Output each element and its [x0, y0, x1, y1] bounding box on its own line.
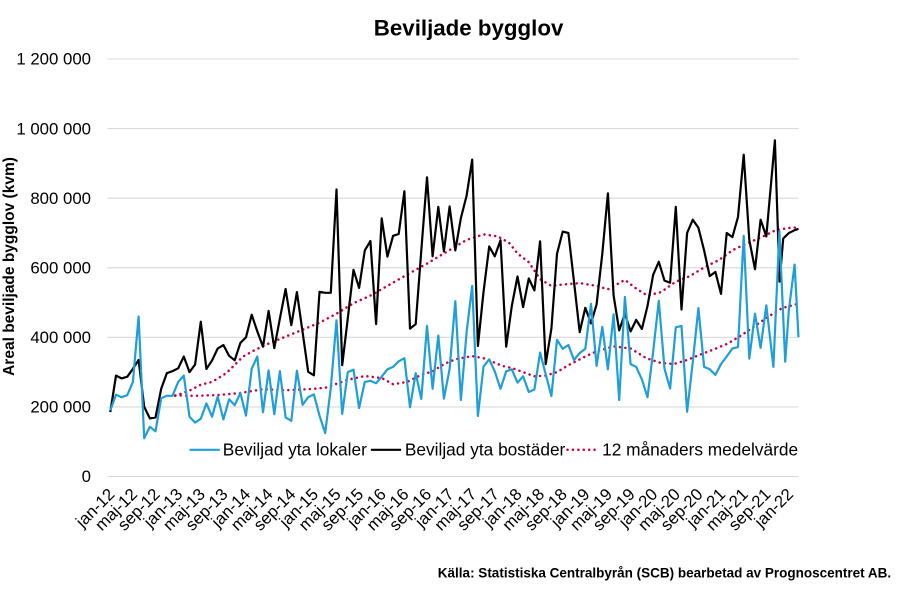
svg-text:600 000: 600 000 — [30, 259, 91, 278]
svg-text:800 000: 800 000 — [30, 189, 91, 208]
svg-text:400 000: 400 000 — [30, 328, 91, 347]
svg-text:200 000: 200 000 — [30, 398, 91, 417]
svg-text:1 000 000: 1 000 000 — [16, 119, 91, 138]
svg-text:Areal beviljade bygglov (kvm): Areal beviljade bygglov (kvm) — [1, 157, 18, 376]
svg-text:Beviljade bygglov: Beviljade bygglov — [374, 16, 564, 41]
svg-text:Källa: Statistiska Centralbyrå: Källa: Statistiska Centralbyrån (SCB) be… — [438, 566, 891, 581]
svg-text:Beviljad yta bostäder: Beviljad yta bostäder — [405, 440, 566, 460]
svg-text:12 månaders medelvärde: 12 månaders medelvärde — [602, 440, 798, 460]
svg-text:0: 0 — [82, 467, 91, 486]
svg-text:Beviljad yta lokaler: Beviljad yta lokaler — [223, 440, 367, 460]
svg-text:1 200 000: 1 200 000 — [16, 50, 91, 69]
